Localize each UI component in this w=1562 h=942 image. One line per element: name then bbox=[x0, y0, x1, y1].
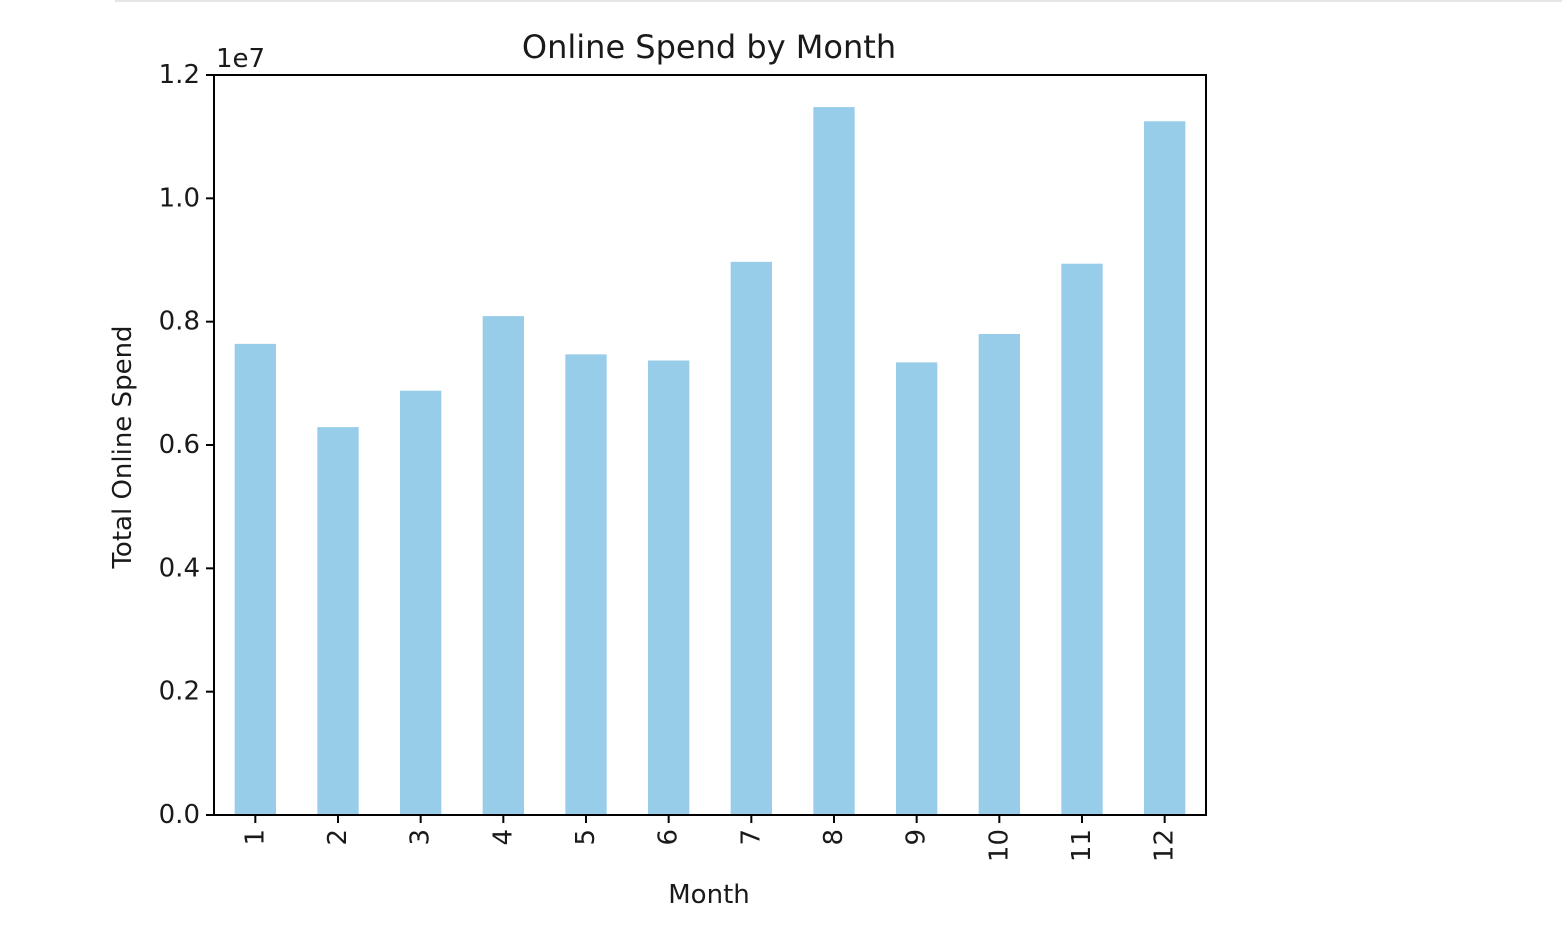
bar-month-12 bbox=[1144, 121, 1186, 815]
y-tick-label: 1.2 bbox=[159, 60, 200, 90]
x-tick-label: 10 bbox=[984, 829, 1014, 862]
y-offset-label: 1e7 bbox=[216, 44, 265, 74]
x-tick-label: 8 bbox=[819, 829, 849, 846]
x-tick-label: 11 bbox=[1067, 829, 1097, 862]
y-tick-label: 0.8 bbox=[159, 307, 200, 337]
x-tick-label: 2 bbox=[323, 829, 353, 846]
chart-title: Online Spend by Month bbox=[522, 28, 896, 66]
x-tick-label: 3 bbox=[406, 829, 436, 846]
x-tick-label: 12 bbox=[1150, 829, 1180, 862]
bar-month-9 bbox=[896, 362, 938, 815]
y-tick-label: 0.2 bbox=[159, 677, 200, 707]
bar-month-7 bbox=[730, 261, 772, 816]
y-axis-label: Total Online Spend bbox=[108, 325, 138, 569]
y-tick-label: 0.0 bbox=[159, 800, 200, 830]
bar-month-3 bbox=[400, 390, 442, 815]
x-axis-label: Month bbox=[668, 880, 750, 910]
bar-month-6 bbox=[648, 360, 690, 815]
y-tick-label: 1.0 bbox=[159, 183, 200, 213]
y-tick-label: 0.4 bbox=[159, 553, 200, 583]
x-tick-label: 6 bbox=[654, 829, 684, 846]
x-tick-label: 9 bbox=[902, 829, 932, 846]
x-tick-label: 1 bbox=[240, 829, 270, 846]
bar-month-11 bbox=[1061, 263, 1103, 815]
plot-frame bbox=[213, 74, 1207, 816]
bar-month-1 bbox=[234, 343, 276, 815]
bar-month-8 bbox=[813, 107, 855, 815]
x-tick-label: 4 bbox=[488, 829, 518, 846]
y-tick-label: 0.6 bbox=[159, 430, 200, 460]
x-tick-label: 7 bbox=[736, 829, 766, 846]
bar-month-10 bbox=[978, 334, 1020, 815]
x-tick-label: 5 bbox=[571, 829, 601, 846]
bar-month-2 bbox=[317, 427, 359, 815]
bar-month-4 bbox=[482, 316, 524, 815]
bar-month-5 bbox=[565, 354, 607, 815]
top-divider bbox=[115, 0, 1562, 2]
